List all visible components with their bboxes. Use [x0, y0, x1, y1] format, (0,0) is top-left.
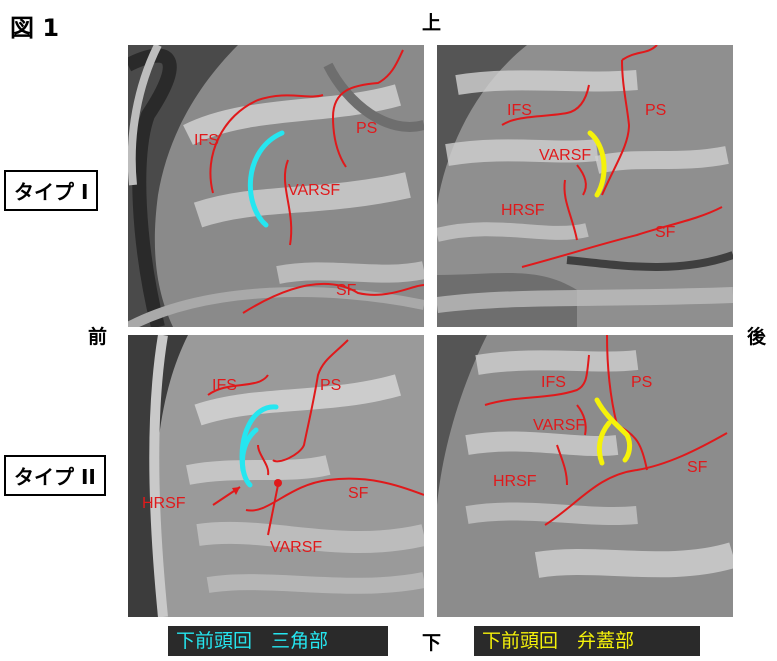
sf-line [245, 477, 424, 512]
opercular-part-highlight-branch [596, 420, 612, 466]
varsf-label: VARSF [270, 539, 322, 556]
varsf-pointer-line [267, 484, 279, 536]
ps-label: PS [320, 377, 341, 394]
hrsf-line [563, 179, 578, 241]
mri-image: IFS PS VARSF HRSF SF [437, 335, 733, 617]
sf-line [544, 432, 728, 526]
varsf-label: VARSF [539, 147, 591, 164]
opercular-part-highlight [587, 130, 607, 198]
legend-opercular-part: 下前頭回 弁蓋部 [474, 626, 700, 656]
mri-image: IFS PS VARSF HRSF SF [437, 45, 733, 327]
mri-panel-type2-left: IFS PS HRSF SF VARSF [128, 335, 424, 617]
triangular-part-highlight [247, 130, 285, 228]
ps-line [272, 339, 349, 463]
direction-front-label: 前 [88, 326, 108, 348]
varsf-line [576, 164, 587, 196]
hrsf-pointer-arrowhead [232, 487, 240, 495]
ifs-label: IFS [194, 132, 219, 149]
ps-line-upper [621, 45, 658, 61]
mri-panel-type1-left: IFS PS VARSF SF [128, 45, 424, 327]
varsf-pointer-dot [274, 479, 282, 487]
sf-label: SF [655, 224, 676, 241]
ps-label: PS [356, 120, 377, 137]
ps-label: PS [631, 374, 652, 391]
varsf-line [283, 159, 293, 246]
hrsf-label: HRSF [501, 202, 545, 219]
figure-title: 図 1 [10, 14, 60, 42]
sf-line [521, 206, 723, 268]
sf-label: SF [336, 282, 357, 299]
ifs-label: IFS [541, 374, 566, 391]
sf-line [242, 282, 424, 314]
ifs-line [207, 374, 269, 396]
varsf-line-upper [576, 404, 587, 436]
varsf-label: VARSF [288, 182, 340, 199]
direction-back-label: 後 [747, 326, 767, 348]
mri-panel-type2-right: IFS PS VARSF HRSF SF [437, 335, 733, 617]
ifs-line [209, 94, 324, 194]
ifs-label: IFS [212, 377, 237, 394]
varsf-line-upper [257, 444, 270, 476]
hrsf-line [556, 444, 568, 486]
ifs-line [501, 84, 590, 126]
ps-line-lower [601, 59, 631, 196]
direction-bottom-label: 下 [422, 632, 442, 654]
opercular-part-highlight [594, 397, 633, 463]
hrsf-label: HRSF [493, 473, 537, 490]
legend-triangular-part: 下前頭回 三角部 [168, 626, 388, 656]
direction-top-label: 上 [422, 12, 442, 34]
ps-label: PS [645, 102, 666, 119]
mri-panel-type1-right: IFS PS VARSF HRSF SF [437, 45, 733, 327]
ifs-label: IFS [507, 102, 532, 119]
type1-label: タイプ I [4, 170, 99, 211]
hrsf-label: HRSF [142, 495, 186, 512]
mri-image: IFS PS VARSF SF [128, 45, 424, 327]
triangular-part-highlight-branch [239, 427, 259, 488]
ps-line-upper [332, 49, 404, 118]
sf-label: SF [687, 459, 708, 476]
varsf-label: VARSF [533, 417, 585, 434]
mri-image: IFS PS HRSF SF VARSF [128, 335, 424, 617]
type2-label: タイプ II [4, 455, 106, 496]
ifs-line [484, 354, 590, 406]
ps-line-lower [332, 116, 347, 168]
sf-label: SF [348, 485, 369, 502]
